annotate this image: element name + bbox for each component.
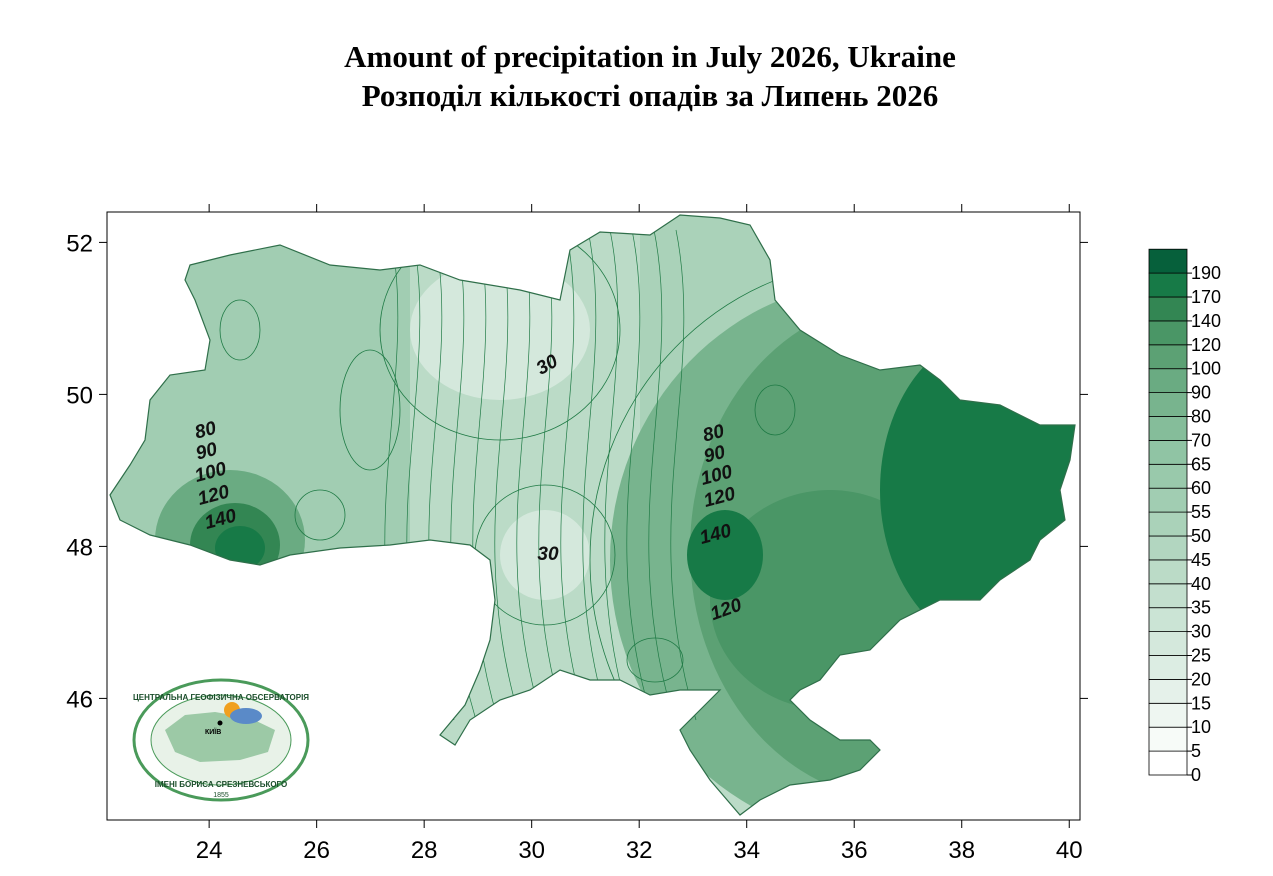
x-tick-label: 34 [733, 837, 760, 864]
contour-line [670, 229, 697, 721]
colorbar-swatch [1148, 248, 1188, 274]
colorbar-label: 60 [1191, 478, 1211, 498]
logo-city: КИЇВ [205, 728, 221, 736]
colorbar-swatch [1148, 296, 1188, 322]
colorbar-label: 80 [1191, 407, 1211, 427]
colorbar-swatch [1148, 511, 1188, 537]
colorbar-label: 120 [1191, 335, 1221, 355]
x-tick-label: 32 [626, 837, 653, 864]
colorbar-label: 140 [1191, 311, 1221, 331]
x-tick-label: 36 [841, 837, 868, 864]
field [500, 510, 590, 600]
colorbar-label: 5 [1191, 741, 1201, 761]
logo-dot [217, 720, 223, 726]
colorbar-label: 20 [1191, 669, 1211, 689]
colorbar-swatch [1148, 439, 1188, 465]
contour-line [648, 229, 675, 721]
contour-line [582, 229, 609, 721]
colorbar-label: 45 [1191, 550, 1211, 570]
colorbar-swatch [1148, 679, 1188, 704]
contour-line [560, 229, 587, 721]
contour-line [626, 229, 653, 721]
x-tick-label: 28 [411, 837, 438, 864]
contour-line [219, 299, 261, 361]
axes: 24 26 28 30 32 34 36 38 40 46 48 50 52 [66, 204, 1088, 864]
title: Amount of precipitation in July 2026, Uk… [344, 39, 956, 74]
colorbar-swatch [1148, 368, 1188, 394]
colorbar-swatch [1148, 392, 1188, 417]
contour-line [339, 349, 401, 471]
x-tick-label: 40 [1056, 837, 1083, 864]
colorbar-label: 190 [1191, 263, 1221, 283]
x-tick-label: 24 [196, 837, 223, 864]
colorbar-swatch [1148, 750, 1188, 776]
colorbar-label: 70 [1191, 430, 1211, 450]
field [687, 510, 763, 600]
colorbar-swatch [1148, 655, 1188, 680]
y-tick-label: 46 [66, 686, 93, 713]
colorbar-label: 65 [1191, 454, 1211, 474]
colorbar-swatch [1148, 535, 1188, 561]
colorbar-swatch [1148, 463, 1188, 489]
logo-map [165, 712, 275, 762]
y-tick-label: 52 [66, 230, 93, 257]
y-tick-label: 50 [66, 382, 93, 409]
x-tick-label: 30 [518, 837, 545, 864]
x-tick-label: 38 [948, 837, 975, 864]
contour-line [494, 229, 521, 721]
logo-top: ЦЕНТРАЛЬНА ГЕОФІЗИЧНА ОБСЕРВАТОРІЯ [133, 693, 309, 702]
colorbar-swatch [1148, 487, 1188, 513]
colorbar-swatch [1148, 607, 1188, 633]
logo-year: 1855 [213, 792, 229, 799]
colorbar-label: 40 [1191, 574, 1211, 594]
colorbar-swatch [1148, 726, 1188, 752]
colorbar-swatch [1148, 559, 1188, 585]
contour-line [294, 489, 346, 541]
colorbar-swatch [1148, 631, 1188, 656]
colorbar-label: 15 [1191, 693, 1211, 713]
colorbar-swatch [1148, 416, 1188, 441]
colorbar-label: 35 [1191, 598, 1211, 618]
colorbar-swatch [1148, 272, 1188, 298]
logo-cloud [230, 708, 262, 724]
colorbar-label: 170 [1191, 287, 1221, 307]
colorbar-label: 55 [1191, 502, 1211, 522]
x-tick-label: 26 [303, 837, 330, 864]
colorbar-swatch [1148, 702, 1188, 728]
colorbar-label: 90 [1191, 383, 1211, 403]
colorbar-label: 10 [1191, 717, 1211, 737]
colorbar-label: 25 [1191, 646, 1211, 666]
contour-label: 30 [537, 544, 559, 565]
colorbar: 0 5 10 15 20 25 30 35 40 45 50 55 60 65 70 80 90 100 120 14… [1148, 248, 1221, 785]
logo: КИЇВ ЦЕНТРАЛЬНА ГЕОФІЗИЧНА ОБСЕРВАТОРІЯ … [132, 678, 310, 802]
y-tick-label: 48 [66, 534, 93, 561]
colorbar-label: 30 [1191, 622, 1211, 642]
contour-line [604, 229, 631, 721]
subtitle: Розподіл кількості опадів за Липень 2026 [362, 78, 939, 113]
logo-bottom: ІМЕНІ БОРИСА СРЕЗНЕВСЬКОГО [155, 780, 287, 789]
colorbar-label: 50 [1191, 526, 1211, 546]
colorbar-swatch [1148, 344, 1188, 370]
colorbar-swatch [1148, 320, 1188, 346]
colorbar-label: 0 [1191, 765, 1201, 785]
contour-line [626, 637, 684, 683]
colorbar-label: 100 [1191, 359, 1221, 379]
contour-line [754, 384, 796, 436]
colorbar-swatch [1148, 583, 1188, 609]
